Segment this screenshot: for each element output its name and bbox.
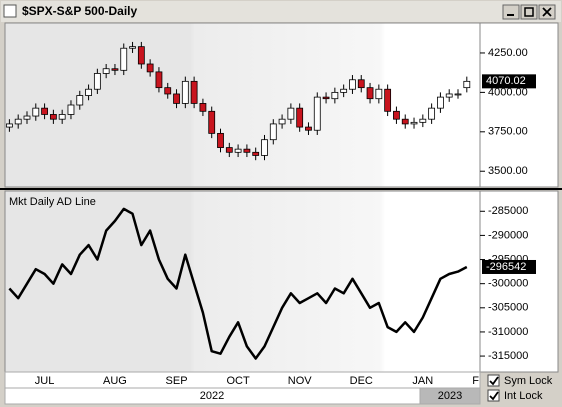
year-label: 2022 (200, 390, 224, 402)
checkbox[interactable] (487, 389, 500, 402)
candle-body (340, 88, 348, 93)
candle-body (463, 80, 471, 89)
candle-body (102, 68, 110, 74)
price-axis (479, 22, 559, 188)
candle-body (287, 107, 295, 120)
candle-body (76, 95, 84, 106)
last-value-label: 4070.02 (486, 75, 526, 87)
candle-body (322, 96, 330, 100)
ad-axis (479, 190, 559, 373)
y-tick-label: 3500.00 (488, 165, 528, 177)
candle-body (199, 103, 207, 112)
candle-body (454, 93, 462, 96)
candle-body (111, 68, 119, 71)
checkbox-label[interactable]: Int Lock (504, 390, 543, 402)
x-tick-label: DEC (350, 375, 373, 387)
candle-body (261, 139, 268, 156)
candle-body (23, 115, 31, 120)
panel-title: Mkt Daily AD Line (9, 196, 96, 208)
check-mark (489, 391, 499, 401)
candle-body (5, 123, 13, 128)
x-tick-label: AUG (103, 375, 127, 387)
candle-body (375, 88, 383, 100)
year-box (419, 387, 481, 405)
candle-body (41, 107, 48, 115)
candle-body (252, 151, 260, 156)
candle-body (58, 114, 66, 120)
candle-body (14, 118, 22, 125)
candle-body (137, 46, 145, 65)
title-bar (1, 1, 561, 22)
y-tick-label: 4000.00 (488, 86, 528, 98)
y-tick-label: -305000 (488, 302, 528, 314)
price-panel (4, 22, 481, 188)
minimize-button[interactable] (502, 4, 520, 20)
x-tick-label: NOV (288, 375, 313, 387)
candle-body (129, 46, 136, 49)
ad-line (8, 207, 468, 360)
last-value-box (482, 259, 536, 274)
window-title: $SPX-S&P 500-Daily (22, 4, 137, 18)
candle-body (32, 107, 40, 117)
maximize-button[interactable] (520, 4, 538, 20)
year-label: 2023 (438, 390, 462, 402)
y-tick-label: 4250.00 (488, 47, 528, 59)
candle-body (349, 79, 356, 90)
x-tick-label: JAN (412, 375, 433, 387)
candle-body (331, 91, 339, 100)
y-tick-label: -285000 (488, 205, 528, 217)
candle-body (181, 80, 189, 104)
checkbox[interactable] (487, 374, 500, 387)
candle-body (366, 87, 374, 100)
candle-body (85, 88, 92, 96)
candle-body (234, 148, 242, 153)
last-value-box (482, 74, 536, 89)
candle-body (445, 93, 453, 98)
last-value-label: -296542 (486, 261, 526, 273)
candle-body (146, 63, 154, 73)
candle-body (67, 104, 75, 115)
checkbox-label[interactable]: Sym Lock (504, 375, 553, 387)
candle-body (313, 96, 321, 131)
y-tick-label: -300000 (488, 278, 528, 290)
ad-panel (4, 190, 481, 373)
candle-body (93, 73, 101, 90)
candle-body (278, 118, 286, 125)
y-tick-label: -290000 (488, 229, 528, 241)
candle-body (120, 47, 128, 71)
candle-body (269, 123, 277, 141)
candle-body (190, 80, 198, 104)
candle-body (225, 147, 233, 153)
candle-body (243, 148, 251, 153)
candle-body (419, 118, 427, 123)
candle-body (296, 107, 304, 128)
check-mark (489, 376, 499, 386)
x-tick-label: SEP (166, 375, 188, 387)
candle-body (357, 79, 365, 89)
candle-body (173, 93, 180, 104)
candle-body (384, 88, 392, 112)
y-tick-label: 3750.00 (488, 126, 528, 138)
candle-body (401, 118, 409, 125)
window-buttons[interactable] (502, 4, 556, 20)
candle-body (164, 87, 172, 95)
candle-body (410, 121, 418, 125)
candle-body (428, 107, 436, 120)
candle-body (305, 126, 312, 131)
x-tick-label: OCT (226, 375, 250, 387)
x-tick-label: JUL (35, 375, 55, 387)
maximize-icon (524, 7, 534, 17)
candle-body (393, 110, 400, 120)
x-tick-label: F (472, 375, 479, 387)
y-tick-label: -310000 (488, 326, 528, 338)
candle-body (49, 114, 57, 120)
candle-body (437, 96, 444, 109)
close-icon (542, 7, 552, 17)
y-tick-label: -315000 (488, 350, 528, 362)
candle-body (217, 132, 224, 148)
candle-body (208, 110, 216, 134)
app-icon (3, 4, 17, 18)
candle-body (155, 71, 163, 89)
